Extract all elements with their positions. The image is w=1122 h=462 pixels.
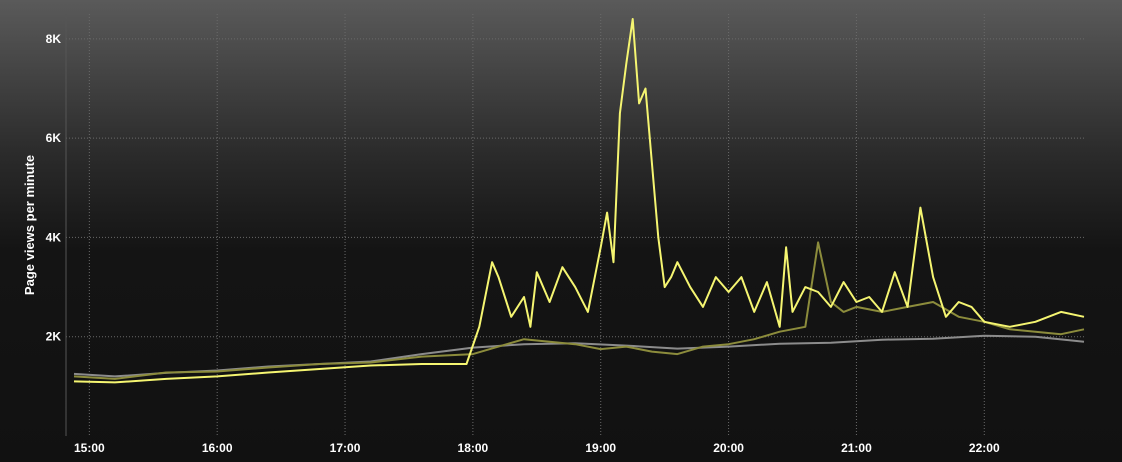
x-tick-label: 22:00 bbox=[969, 441, 1000, 455]
y-tick-label: 4K bbox=[46, 230, 62, 244]
y-tick-label: 8K bbox=[46, 32, 62, 46]
chart-series bbox=[73, 18, 1085, 384]
x-tick-label: 21:00 bbox=[841, 441, 872, 455]
x-tick-label: 18:00 bbox=[458, 441, 489, 455]
x-tick-label: 17:00 bbox=[330, 441, 361, 455]
x-tick-label: 19:00 bbox=[585, 441, 616, 455]
x-tick-label: 15:00 bbox=[74, 441, 105, 455]
series-line-3 bbox=[73, 18, 1085, 384]
chart-grid bbox=[66, 14, 1084, 436]
y-axis-title: Page views per minute bbox=[22, 155, 37, 295]
series-line-2 bbox=[73, 241, 1085, 380]
y-tick-label: 6K bbox=[46, 131, 62, 145]
y-tick-label: 2K bbox=[46, 330, 62, 344]
x-tick-label: 16:00 bbox=[202, 441, 233, 455]
x-tick-label: 20:00 bbox=[713, 441, 744, 455]
chart-tick-labels: 2K 4K 6K 8K 15:00 16:00 17:00 18:00 19:00 20:00 21… bbox=[46, 32, 1000, 455]
